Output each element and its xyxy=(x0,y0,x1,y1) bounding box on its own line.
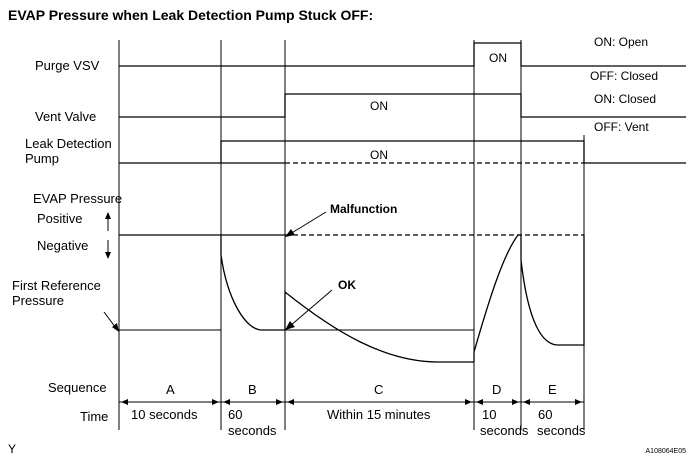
first-ref-label-line1: First Reference xyxy=(12,278,101,293)
purge-on-bar-label: ON xyxy=(489,51,507,65)
vent-valve-signal: ON xyxy=(119,93,686,118)
time-row: 10 seconds 60 seconds Within 15 minutes … xyxy=(131,407,586,438)
seq-arrow-a-right xyxy=(212,399,219,405)
phase-b-curve xyxy=(220,235,285,331)
purge-vsv-signal: ON xyxy=(119,42,686,67)
malfunction-label: Malfunction xyxy=(330,202,397,216)
first-ref-pointer-head xyxy=(112,323,119,332)
phase-e-id: E xyxy=(548,382,557,397)
pump-label-line2: Pump xyxy=(25,151,59,166)
phase-b-id: B xyxy=(248,382,257,397)
purge-off-state: OFF: Closed xyxy=(590,69,658,83)
seq-arrow-e-right xyxy=(575,399,582,405)
phase-e-time-unit: seconds xyxy=(537,423,586,438)
positive-arrow-head xyxy=(105,212,111,219)
phase-c-id: C xyxy=(374,382,383,397)
seq-arrow-c-left xyxy=(287,399,294,405)
sequence-label: Sequence xyxy=(48,380,107,395)
phase-c-time: Within 15 minutes xyxy=(327,407,431,422)
phase-d-time: 10 xyxy=(482,407,496,422)
phase-e-curve xyxy=(520,235,585,346)
phase-c-ok-curve xyxy=(284,290,474,363)
purge-on-state: ON: Open xyxy=(594,35,648,49)
evap-pressure-signal xyxy=(119,234,585,363)
diagram-title: EVAP Pressure when Leak Detection Pump S… xyxy=(8,7,373,23)
malfunction-pointer-line xyxy=(289,211,327,235)
pump-on-bar-label: ON xyxy=(370,148,388,162)
vent-on-state: ON: Closed xyxy=(594,92,656,106)
pump-label-line1: Leak Detection xyxy=(25,136,112,151)
phase-a-time: 10 seconds xyxy=(131,407,198,422)
positive-label: Positive xyxy=(37,211,83,226)
first-ref-pointer xyxy=(103,311,119,332)
pressure-arrows xyxy=(105,212,111,259)
seq-arrow-b-left xyxy=(223,399,230,405)
seq-arrow-d-left xyxy=(476,399,483,405)
ok-label: OK xyxy=(338,278,356,292)
seq-arrow-c-right xyxy=(465,399,472,405)
phase-d-time-unit: seconds xyxy=(480,423,529,438)
phase-e-time: 60 xyxy=(538,407,552,422)
malfunction-pointer-head xyxy=(285,229,295,237)
negative-label: Negative xyxy=(37,238,88,253)
negative-arrow-head xyxy=(105,252,111,259)
seq-arrow-e-left xyxy=(523,399,530,405)
malfunction-annotation: Malfunction xyxy=(285,202,397,237)
ok-pointer-line xyxy=(289,289,333,327)
phase-a-id: A xyxy=(166,382,175,397)
time-label: Time xyxy=(80,409,108,424)
pump-on-trace xyxy=(220,140,686,164)
footer-left-mark: Y xyxy=(8,442,16,456)
first-ref-label-line2: Pressure xyxy=(12,293,64,308)
seq-arrow-b-right xyxy=(276,399,283,405)
first-ref-pointer-line xyxy=(103,311,117,329)
vent-on-bar-label: ON xyxy=(370,99,388,113)
phase-b-time-unit: seconds xyxy=(228,423,277,438)
pump-signal: ON xyxy=(119,140,686,164)
vent-valve-trace xyxy=(119,93,686,118)
seq-arrow-d-right xyxy=(512,399,519,405)
purge-vsv-label: Purge VSV xyxy=(35,58,100,73)
sequence-row: A B C D E xyxy=(119,382,584,405)
ok-annotation: OK xyxy=(285,278,356,330)
phase-b-time: 60 xyxy=(228,407,242,422)
phase-d-id: D xyxy=(492,382,501,397)
vent-valve-label: Vent Valve xyxy=(35,109,96,124)
seq-arrow-a-left xyxy=(121,399,128,405)
figure-id: A108064E05 xyxy=(646,448,687,455)
vent-off-state: OFF: Vent xyxy=(594,120,649,134)
purge-vsv-trace xyxy=(119,42,686,67)
ok-pointer-head xyxy=(285,321,295,330)
evap-pressure-label: EVAP Pressure xyxy=(33,191,122,206)
phase-d-curve xyxy=(473,234,521,362)
